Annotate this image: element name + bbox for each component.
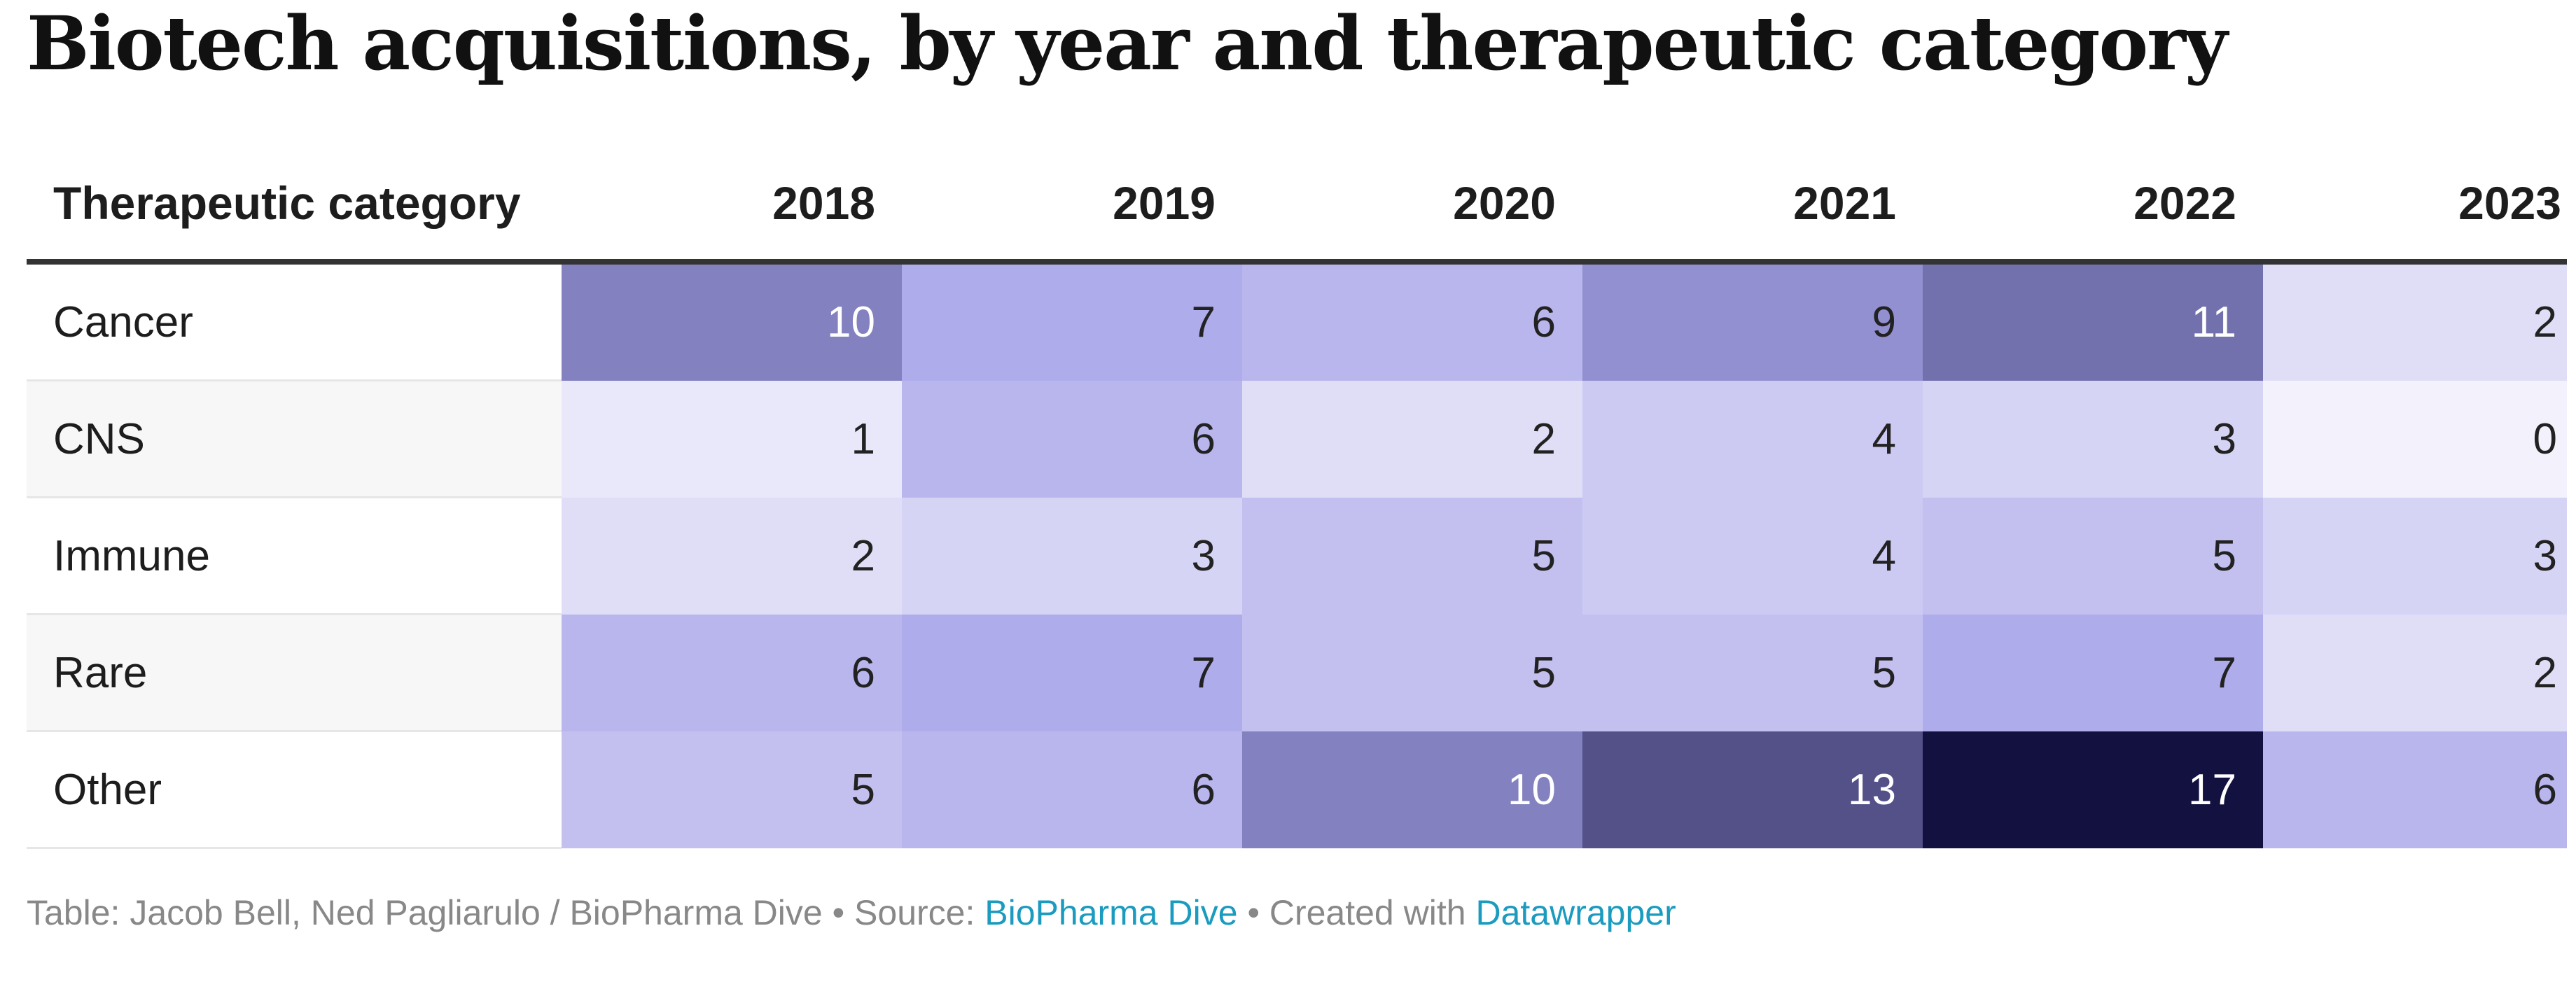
source-link[interactable]: BioPharma Dive	[984, 893, 1238, 932]
heatmap-table: Therapeutic category 2018 2019 2020 2021…	[27, 147, 2567, 849]
heatmap-cell: 5	[1582, 614, 1923, 731]
heatmap-cell: 3	[2263, 497, 2567, 615]
table-row: CNS 1 6 2 4 3 0	[27, 380, 2567, 498]
heatmap-cell: 2	[2263, 614, 2567, 731]
heatmap-cell: 3	[902, 497, 1242, 615]
column-header-year[interactable]: 2023	[2263, 147, 2567, 265]
table-row: Immune 2 3 5 4 5 3	[27, 497, 2567, 615]
heatmap-cell: 7	[1923, 614, 2263, 731]
chart-title: Biotech acquisitions, by year and therap…	[27, 0, 2228, 87]
heatmap-cell: 2	[1242, 380, 1582, 498]
heatmap-cell: 4	[1582, 497, 1923, 615]
column-header-year[interactable]: 2021	[1582, 147, 1923, 265]
category-cell: Rare	[27, 614, 562, 732]
heatmap-cell: 10	[562, 262, 902, 381]
heatmap-cell: 6	[902, 380, 1242, 498]
source-label: Source:	[854, 893, 975, 932]
heatmap-cell: 5	[562, 731, 902, 848]
heatmap-cell: 6	[2263, 731, 2567, 848]
heatmap-cell: 7	[902, 262, 1242, 381]
table-body: Cancer 10 7 6 9 11 2 CNS 1 6 2 4 3 0 Immune 2 3 5 4 5 3 Rare 6…	[27, 262, 2567, 849]
heatmap-cell: 3	[1923, 380, 2263, 498]
heatmap-cell: 2	[562, 497, 902, 615]
column-header-category[interactable]: Therapeutic category	[27, 147, 562, 265]
datawrapper-link[interactable]: Datawrapper	[1475, 893, 1676, 932]
column-header-year[interactable]: 2022	[1923, 147, 2263, 265]
created-with-label: Created with	[1269, 893, 1466, 932]
heatmap-cell: 5	[1242, 614, 1582, 731]
heatmap-cell: 7	[902, 614, 1242, 731]
heatmap-cell: 0	[2263, 380, 2567, 498]
column-header-year[interactable]: 2020	[1242, 147, 1582, 265]
header-row: Therapeutic category 2018 2019 2020 2021…	[27, 147, 2567, 265]
heatmap-cell: 5	[1242, 497, 1582, 615]
footer-bullet: •	[832, 893, 845, 932]
heatmap-cell: 9	[1582, 262, 1923, 381]
heatmap-cell: 11	[1923, 262, 2263, 381]
heatmap-cell: 13	[1582, 731, 1923, 848]
footer-bullet: •	[1247, 893, 1260, 932]
table-credit: Table: Jacob Bell, Ned Pagliarulo / BioP…	[27, 893, 823, 932]
heatmap-cell: 5	[1923, 497, 2263, 615]
category-cell: Other	[27, 731, 562, 849]
heatmap-cell: 4	[1582, 380, 1923, 498]
table-row: Other 5 6 10 13 17 6	[27, 731, 2567, 849]
category-cell: Immune	[27, 497, 562, 615]
heatmap-cell: 10	[1242, 731, 1582, 848]
table-row: Cancer 10 7 6 9 11 2	[27, 262, 2567, 381]
heatmap-cell: 6	[562, 614, 902, 731]
heatmap-cell: 2	[2263, 262, 2567, 381]
category-cell: CNS	[27, 380, 562, 498]
heatmap-cell: 17	[1923, 731, 2263, 848]
chart-footer: Table: Jacob Bell, Ned Pagliarulo / BioP…	[27, 892, 1676, 933]
heatmap-cell: 6	[902, 731, 1242, 848]
heatmap-cell: 6	[1242, 262, 1582, 381]
column-header-year[interactable]: 2019	[902, 147, 1242, 265]
column-header-year[interactable]: 2018	[562, 147, 902, 265]
heatmap-cell: 1	[562, 380, 902, 498]
category-cell: Cancer	[27, 262, 562, 381]
table-row: Rare 6 7 5 5 7 2	[27, 614, 2567, 732]
